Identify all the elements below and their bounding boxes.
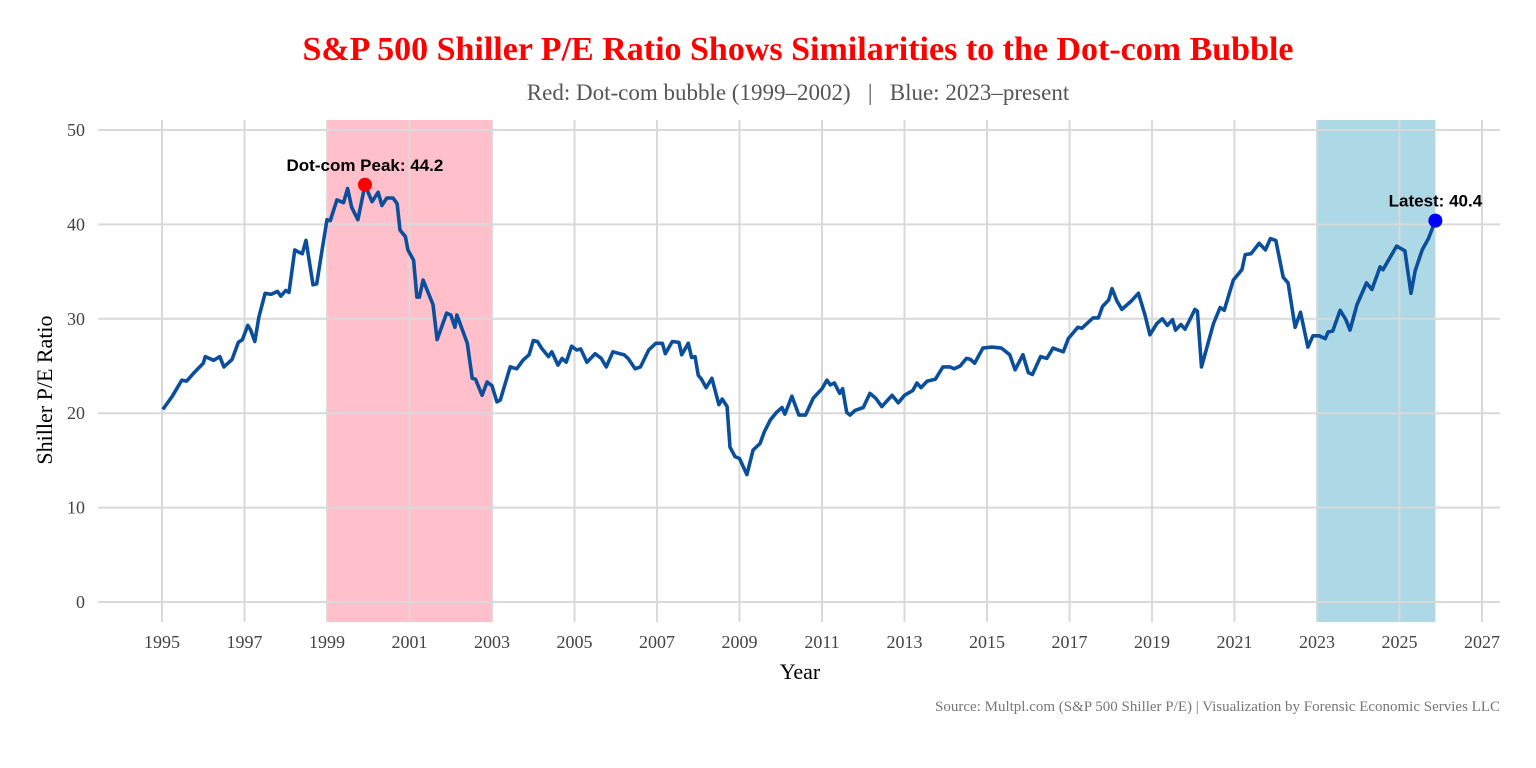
y-tick-label: 0 [76, 592, 85, 612]
x-tick-label: 2001 [392, 632, 428, 652]
y-tick-label: 40 [67, 214, 85, 234]
x-tick-label: 2005 [557, 632, 593, 652]
x-tick-label: 1997 [227, 632, 263, 652]
y-tick-labels: 0 10 20 30 40 50 [67, 120, 85, 612]
shaded-regions [327, 120, 1436, 622]
x-tick-label: 2011 [804, 632, 839, 652]
y-tick-label: 50 [67, 120, 85, 140]
x-tick-label: 2009 [722, 632, 758, 652]
y-tick-label: 10 [67, 498, 85, 518]
x-tick-label: 1999 [309, 632, 345, 652]
chart-title: S&P 500 Shiller P/E Ratio Shows Similari… [302, 31, 1293, 68]
x-tick-label: 2023 [1299, 632, 1335, 652]
x-tick-label: 2019 [1134, 632, 1170, 652]
x-tick-label: 2015 [969, 632, 1005, 652]
annotation-label-1: Latest: 40.4 [1389, 192, 1483, 211]
annotation-label-0: Dot-com Peak: 44.2 [287, 156, 444, 175]
x-tick-label: 2025 [1382, 632, 1418, 652]
shaded-region-1 [1317, 120, 1436, 622]
annotations: Dot-com Peak: 44.2 Latest: 40.4 [287, 156, 1483, 228]
annotation-point-1 [1428, 213, 1443, 228]
x-tick-label: 2007 [639, 632, 675, 652]
x-tick-labels: 1995 1997 1999 2001 2003 2005 2007 2009 2011 2013… [144, 632, 1500, 652]
x-tick-label: 2003 [474, 632, 510, 652]
x-axis-label: Year [780, 659, 821, 684]
gridlines [98, 120, 1500, 622]
chart-subtitle: Red: Dot-com bubble (1999–2002) | Blue: … [527, 80, 1070, 105]
y-axis-label: Shiller P/E Ratio [32, 315, 57, 464]
x-tick-label: 1995 [144, 632, 180, 652]
source-caption: Source: Multpl.com (S&P 500 Shiller P/E)… [935, 699, 1500, 715]
x-tick-label: 2017 [1052, 632, 1088, 652]
x-tick-label: 2027 [1464, 632, 1500, 652]
y-tick-label: 20 [67, 403, 85, 423]
y-tick-label: 30 [67, 309, 85, 329]
x-tick-label: 2013 [887, 632, 923, 652]
x-tick-label: 2021 [1217, 632, 1253, 652]
annotation-point-0 [357, 177, 372, 192]
